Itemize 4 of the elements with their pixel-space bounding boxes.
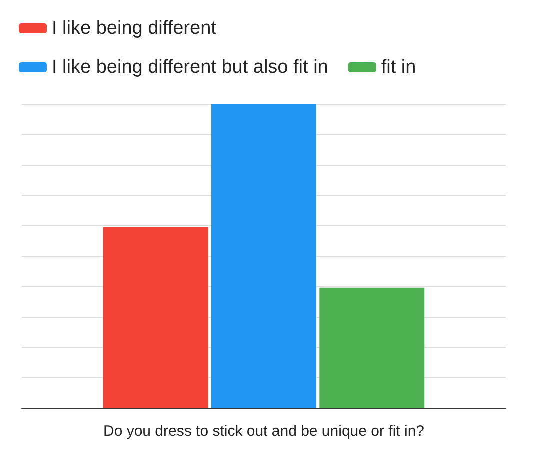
- legend-label: fit in: [381, 57, 416, 78]
- legend-label: I like being different but also fit in: [52, 57, 328, 78]
- x-axis-title: Do you dress to stick out and be unique or fit in?: [103, 423, 425, 440]
- legend-label: I like being different: [52, 18, 218, 39]
